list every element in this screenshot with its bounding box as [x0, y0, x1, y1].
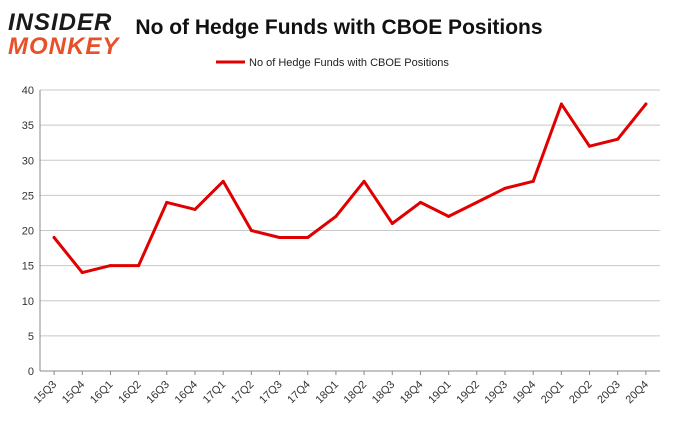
x-tick-label: 18Q1 — [314, 379, 342, 407]
insider-monkey-logo: INSIDER MONKEY — [8, 9, 120, 60]
y-tick-label: 0 — [28, 366, 34, 378]
data-point — [616, 137, 620, 141]
chart-title: No of Hedge Funds with CBOE Positions — [135, 16, 542, 39]
x-tick-label: 16Q2 — [116, 379, 144, 407]
logo-line-2: MONKEY — [8, 33, 120, 60]
data-point — [447, 214, 451, 218]
x-tick-label: 18Q4 — [398, 379, 426, 407]
x-tick-label: 15Q3 — [32, 379, 60, 407]
data-point — [306, 236, 310, 240]
grid-lines — [40, 89, 660, 372]
y-tick-label: 40 — [22, 85, 34, 97]
data-point — [418, 200, 422, 204]
data-point — [108, 264, 112, 268]
x-tick-label: 18Q2 — [342, 379, 370, 407]
y-tick-label: 10 — [22, 296, 34, 308]
x-tick-label: 17Q2 — [229, 379, 257, 407]
x-tick-label: 17Q3 — [257, 379, 285, 407]
x-tick-label: 20Q1 — [539, 379, 567, 407]
data-point — [503, 186, 507, 190]
data-point — [221, 179, 225, 183]
logo-line-1: INSIDER — [8, 9, 112, 36]
x-tick-label: 19Q3 — [483, 379, 511, 407]
data-point — [137, 264, 141, 268]
data-point — [249, 229, 253, 232]
x-tick-label: 16Q3 — [144, 379, 172, 407]
data-point — [475, 200, 479, 204]
data-point — [390, 221, 394, 225]
data-point — [80, 271, 84, 275]
data-point — [644, 102, 648, 106]
y-tick-label: 25 — [22, 190, 34, 202]
x-tick-label: 16Q1 — [88, 379, 116, 407]
x-tick-label: 20Q4 — [624, 379, 652, 407]
y-tick-label: 35 — [22, 120, 34, 132]
x-tick-label: 18Q3 — [370, 379, 398, 407]
data-point — [559, 102, 563, 106]
x-tick-label: 15Q4 — [60, 379, 88, 407]
x-tick-label: 19Q1 — [426, 379, 454, 407]
data-point — [531, 179, 535, 183]
series-line-0 — [52, 102, 648, 275]
legend-label: No of Hedge Funds with CBOE Positions — [249, 57, 449, 69]
x-tick-label: 19Q2 — [454, 379, 482, 407]
series — [52, 102, 648, 275]
data-point — [52, 236, 56, 240]
x-tick-label: 19Q4 — [511, 379, 539, 407]
y-tick-label: 30 — [22, 155, 34, 167]
y-tick-label: 5 — [28, 331, 34, 343]
x-tick-labels: 15Q3 15Q4 16Q1 16Q2 16Q3 16Q4 17Q1 17Q2 17Q3 17Q4… — [32, 379, 651, 407]
y-tick-labels: 0 5 10 15 20 25 30 35 40 — [22, 85, 34, 378]
x-tick-label: 16Q4 — [173, 379, 201, 407]
x-tick-label: 20Q3 — [595, 379, 623, 407]
data-point — [588, 144, 592, 148]
x-tick-label: 20Q2 — [567, 379, 595, 407]
data-point — [165, 200, 169, 204]
y-tick-label: 15 — [22, 261, 34, 273]
data-point — [362, 179, 366, 183]
data-point — [278, 236, 282, 240]
x-tick-label: 17Q1 — [201, 379, 229, 407]
legend: No of Hedge Funds with CBOE Positions — [216, 57, 449, 69]
axes — [39, 90, 660, 375]
x-tick-label: 17Q4 — [285, 379, 313, 407]
data-point — [334, 214, 338, 218]
y-tick-label: 20 — [22, 226, 34, 238]
data-point — [193, 207, 197, 211]
